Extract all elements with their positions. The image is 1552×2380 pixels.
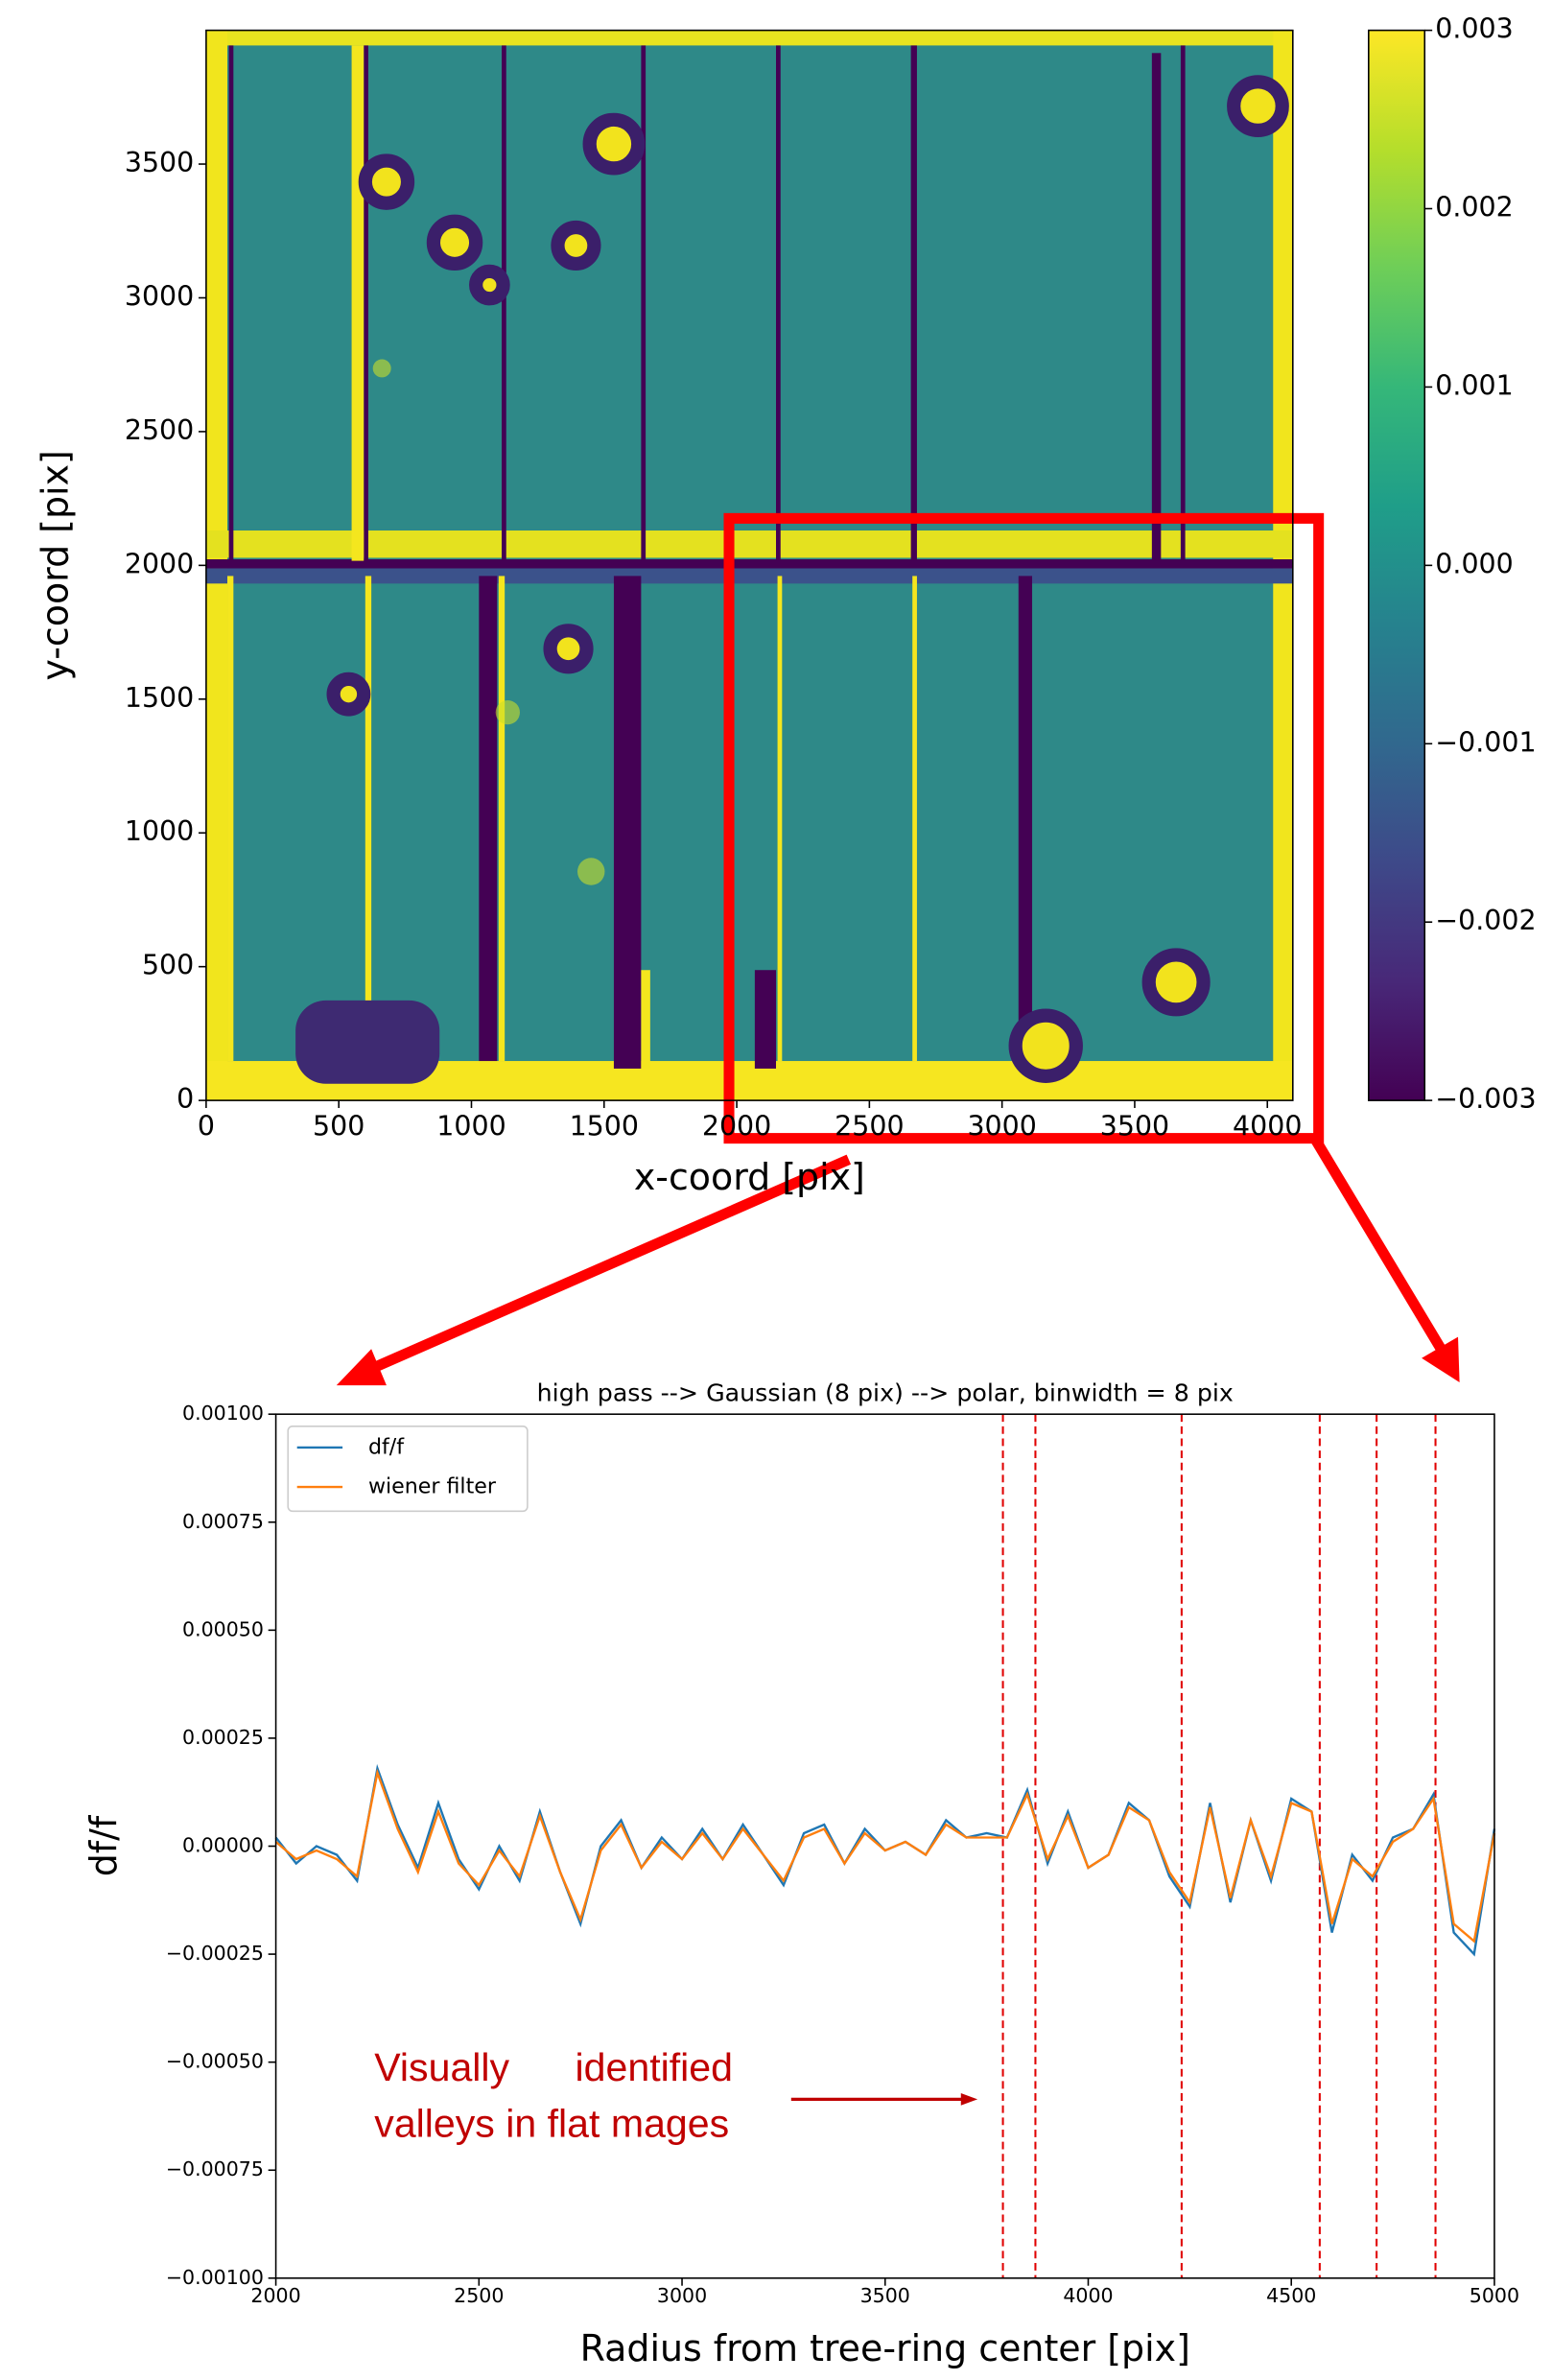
x-tick-label: 3500: [860, 2284, 910, 2307]
plot-frame: [205, 29, 1294, 1101]
colorbar-tick-label: 0.002: [1435, 192, 1513, 224]
y-axis-label: df/f: [82, 1814, 125, 1876]
y-tick-label: 0.00075: [182, 1510, 264, 1533]
series-line: [274, 1768, 1496, 1944]
y-tick-label: 2500: [125, 414, 194, 446]
x-tick-label: 3500: [1100, 1111, 1169, 1143]
y-tick-label: 2000: [125, 548, 194, 579]
x-tick-label: 4500: [1266, 2284, 1316, 2307]
y-tick-label: −0.00025: [166, 1942, 264, 1965]
zoom-box: [723, 512, 1325, 1144]
annotation: valleys in flat mages: [374, 2102, 729, 2146]
legend-label: wiener filter: [368, 1474, 497, 1499]
colorbar-tick-label: 0.003: [1435, 13, 1513, 45]
y-tick-label: 500: [142, 950, 194, 981]
x-tick-label: 4000: [1233, 1111, 1302, 1143]
x-tick-label: 2000: [702, 1111, 771, 1143]
y-tick-label: 0.00025: [182, 1726, 264, 1749]
x-tick-label: 1500: [570, 1111, 639, 1143]
y-tick-label: 3000: [125, 280, 194, 312]
y-axis-label: y-coord [pix]: [35, 450, 77, 680]
x-tick-label: 500: [313, 1111, 364, 1143]
x-axis-label: x-coord [pix]: [634, 1156, 865, 1198]
x-tick-label: 0: [198, 1111, 215, 1143]
y-tick-label: −0.00050: [166, 2050, 264, 2073]
x-tick-label: 2500: [835, 1111, 904, 1143]
y-tick-label: 1000: [125, 815, 194, 847]
legend-label: df/f: [368, 1434, 405, 1459]
colorbar-tick-label: 0.000: [1435, 548, 1513, 579]
x-tick-label: 2500: [454, 2284, 504, 2307]
y-tick-label: 0.00000: [182, 1834, 264, 1857]
y-tick-label: 1500: [125, 682, 194, 714]
annotation: Visually identified: [374, 2045, 733, 2089]
zoom-arrows: [336, 1137, 1460, 1386]
y-tick-label: 0: [176, 1083, 194, 1115]
legend: df/f wiener filter: [287, 1426, 529, 1513]
colorbar-tick-label: −0.002: [1435, 905, 1536, 936]
colorbar: [1368, 29, 1426, 1101]
image-texture: [205, 30, 1293, 1101]
x-tick-label: 3000: [657, 2284, 707, 2307]
y-tick-label: 0.00100: [182, 1402, 264, 1425]
y-tick-label: −0.00075: [166, 2157, 264, 2180]
chart-title: high pass --> Gaussian (8 pix) --> polar…: [537, 1379, 1234, 1407]
x-axis-label: Radius from tree-ring center [pix]: [580, 2327, 1190, 2369]
plot-frame: [274, 1413, 1495, 2279]
x-tick-label: 2000: [250, 2284, 300, 2307]
colorbar-tick-label: 0.001: [1435, 369, 1513, 401]
y-tick-label: 0.00050: [182, 1617, 264, 1640]
annotation-arrow: [790, 2093, 978, 2106]
y-tick-label: −0.00100: [166, 2266, 264, 2289]
x-tick-label: 4000: [1063, 2284, 1113, 2307]
colorbar-tick-label: −0.001: [1435, 726, 1536, 758]
colorbar-tick-label: −0.003: [1435, 1083, 1536, 1115]
y-tick-label: 3500: [125, 147, 194, 178]
x-tick-label: 1000: [436, 1111, 506, 1143]
x-tick-label: 3000: [967, 1111, 1036, 1143]
x-tick-label: 5000: [1470, 2284, 1519, 2307]
